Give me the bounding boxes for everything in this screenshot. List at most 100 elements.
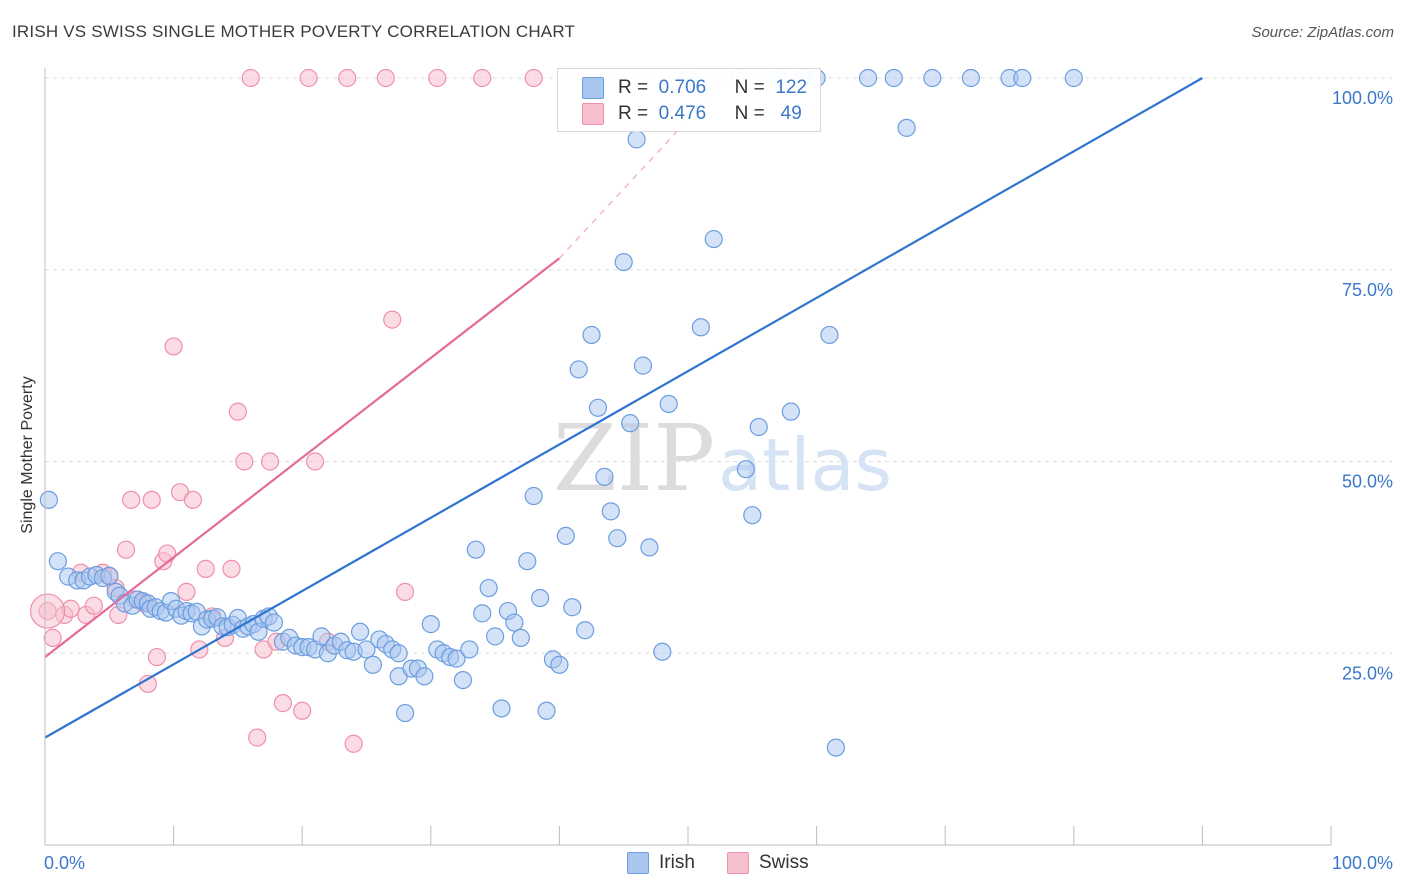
irish-point: [486, 627, 505, 646]
irish-point: [389, 644, 408, 663]
irish-point: [569, 360, 588, 379]
swiss-n-value: 49: [780, 103, 802, 124]
irish-point: [466, 540, 485, 559]
swiss-point: [260, 452, 280, 471]
irish-point: [923, 68, 942, 88]
irish-n-value: 122: [775, 77, 808, 98]
irish-point: [39, 490, 58, 509]
swiss-point: [338, 68, 357, 88]
swiss-legend-label: Swiss: [759, 852, 809, 873]
swiss-point: [305, 452, 325, 471]
irish-point: [563, 598, 582, 617]
swiss-point: [248, 728, 267, 747]
irish-point: [749, 417, 768, 437]
swiss-point-large: [29, 593, 66, 629]
chart-title: IRISH VS SWISS SINGLE MOTHER POVERTY COR…: [12, 22, 576, 41]
grid: [45, 77, 1392, 654]
irish-point: [897, 118, 916, 137]
swiss-point: [228, 402, 247, 421]
swiss-point: [183, 490, 202, 509]
swiss-point: [122, 490, 141, 509]
swiss-n-key: N =: [734, 103, 765, 124]
swiss-point: [222, 559, 241, 578]
swiss-point: [293, 701, 312, 720]
irish-point: [743, 506, 762, 525]
irish-point: [473, 604, 492, 623]
swiss-point: [428, 68, 447, 88]
irish-point: [363, 655, 383, 674]
irish-point: [479, 578, 498, 598]
swiss-point: [116, 540, 136, 559]
irish-point: [640, 538, 659, 557]
swiss-point: [299, 68, 318, 88]
irish-point: [518, 552, 537, 571]
swiss-swatch: [582, 103, 604, 125]
swiss-point: [241, 68, 260, 88]
legend-row-swiss: R = 0.476 N = 49: [582, 102, 802, 126]
irish-point: [820, 325, 839, 345]
swiss-point: [177, 582, 196, 601]
swiss-point: [196, 559, 215, 578]
swiss-point: [473, 68, 492, 88]
swiss-point: [84, 596, 103, 615]
irish-point: [621, 414, 640, 433]
irish-point: [614, 252, 633, 272]
stats-legend: R = 0.706 N = 122 R = 0.476 N = 49: [557, 68, 821, 132]
x-tick-label-max: 100.0%: [1332, 853, 1393, 873]
bottom-legend-irish: Irish: [627, 852, 695, 874]
irish-point: [691, 318, 710, 337]
irish-point: [415, 667, 434, 686]
irish-point: [659, 394, 678, 414]
irish-point: [505, 613, 524, 632]
irish-point: [627, 130, 646, 149]
irish-point: [453, 670, 473, 690]
irish-point: [447, 649, 466, 668]
irish-point: [421, 615, 440, 634]
irish-point: [312, 627, 331, 646]
irish-swatch: [582, 77, 604, 99]
legend-row-irish: R = 0.706 N = 122: [582, 76, 807, 100]
irish-point: [1064, 68, 1083, 88]
irish-point: [601, 502, 620, 521]
swiss-point: [158, 544, 177, 563]
irish-point: [48, 552, 67, 571]
swiss-point: [344, 734, 363, 753]
trend-lines: [44, 77, 1203, 739]
irish-point: [511, 628, 530, 648]
swiss-point: [383, 310, 402, 329]
irish-point: [633, 356, 653, 375]
irish-point: [858, 68, 878, 88]
swiss-point: [142, 490, 161, 509]
x-tick-label-min: 0.0%: [44, 853, 85, 873]
irish-point: [588, 398, 608, 417]
swiss-legend-swatch: [727, 852, 749, 874]
irish-point: [1013, 68, 1032, 88]
y-tick-label: 25.0%: [1342, 663, 1393, 683]
axes: 25.0% 50.0% 75.0% 100.0% 0.0% 100.0%: [44, 68, 1393, 873]
irish-n-key: N =: [734, 77, 765, 98]
irish-point: [576, 621, 595, 640]
irish-legend-swatch: [627, 852, 649, 874]
swiss-point: [235, 452, 254, 471]
swiss-point: [43, 628, 62, 648]
irish-point: [264, 613, 284, 632]
swiss-point: [395, 582, 415, 601]
swiss-point: [164, 337, 183, 356]
irish-point: [884, 68, 903, 88]
swiss-trend-line: [44, 257, 561, 658]
irish-point: [556, 526, 575, 545]
irish-point: [826, 738, 845, 757]
irish-trend-line: [44, 77, 1203, 739]
irish-point: [704, 229, 723, 249]
swiss-r-value: 0.476: [658, 103, 707, 124]
irish-point: [736, 460, 755, 479]
irish-point: [460, 640, 479, 659]
bottom-legend-swiss: Swiss: [727, 852, 809, 874]
irish-point: [608, 529, 627, 548]
irish-point: [100, 566, 119, 585]
y-tick-label: 100.0%: [1332, 88, 1393, 108]
irish-point: [537, 701, 556, 720]
irish-point: [781, 402, 800, 421]
y-tick-label: 75.0%: [1342, 280, 1393, 300]
irish-points: [39, 68, 1083, 757]
